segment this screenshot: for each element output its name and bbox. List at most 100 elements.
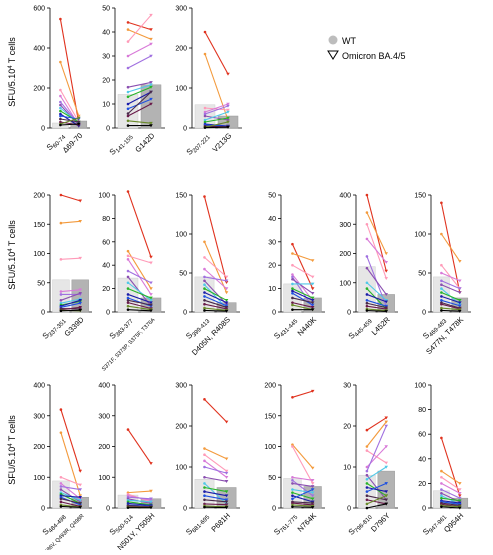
donor-point-wt <box>291 497 294 500</box>
donor-point-wt <box>440 482 443 485</box>
donor-point-wt <box>60 501 63 504</box>
donor-point-wt <box>59 89 62 92</box>
donor-point-omicron <box>458 280 462 283</box>
panels: 0200400600S60-74Δ69-7001020304050S141-15… <box>27 6 471 551</box>
donor-point-wt <box>127 96 130 99</box>
y-tick-label: 50 <box>37 280 45 287</box>
y-tick-label: 0 <box>347 310 351 317</box>
x-label-wt: S207-221 <box>185 131 213 159</box>
donor-point-wt <box>204 107 207 110</box>
donor-point-omicron <box>384 261 388 264</box>
donor-line <box>128 491 151 493</box>
legend-wt-marker <box>329 36 338 45</box>
donor-point-wt <box>60 194 63 197</box>
donor-line <box>441 310 459 311</box>
donor-point-omicron <box>78 484 82 487</box>
donor-point-omicron <box>384 277 388 280</box>
donor-point-wt <box>291 494 294 497</box>
donor-point-wt <box>366 507 369 510</box>
donor-point-wt <box>440 437 443 440</box>
y-tick-label: 400 <box>33 46 45 53</box>
donor-point-wt <box>127 293 130 296</box>
y-tick-label: 300 <box>175 6 187 13</box>
donor-point-omicron <box>311 292 315 295</box>
x-label-wt: S431-445 <box>272 315 300 343</box>
donor-point-wt <box>203 307 206 310</box>
y-tick-label: 80 <box>418 407 426 414</box>
donor-line <box>367 418 386 430</box>
donor-point-wt <box>440 494 443 497</box>
donor-line <box>205 32 228 74</box>
donor-point-wt <box>127 112 130 115</box>
donor-point-omicron <box>311 287 315 290</box>
donor-point-omicron <box>384 425 388 428</box>
y-tick-label: 50 <box>179 271 187 278</box>
donor-point-wt <box>440 202 443 205</box>
donor-point-wt <box>291 476 294 479</box>
donor-point-wt <box>59 104 62 107</box>
donor-point-wt <box>127 301 130 304</box>
donor-point-wt <box>127 506 130 509</box>
y-tick-label: 100 <box>175 86 187 93</box>
donor-point-wt <box>203 486 206 489</box>
donor-point-wt <box>440 309 443 312</box>
donor-point-wt <box>366 267 369 270</box>
donor-point-wt <box>127 55 130 58</box>
donor-point-wt <box>440 488 443 491</box>
donor-point-wt <box>60 482 63 485</box>
y-tick-label: 40 <box>268 216 276 223</box>
y-tick-label: 0 <box>41 126 45 133</box>
y-tick-label: 200 <box>33 444 45 451</box>
donor-line <box>128 191 151 257</box>
y-tick-label: 0 <box>422 506 426 513</box>
donor-point-omicron <box>311 276 315 279</box>
y-tick-label: 40 <box>102 30 110 37</box>
donor-point-omicron <box>458 291 462 294</box>
donor-point-wt <box>203 276 206 279</box>
donor-point-wt <box>291 491 294 494</box>
donor-point-wt <box>127 305 130 308</box>
donor-point-omicron <box>149 462 153 465</box>
y-tick-label: 50 <box>268 475 276 482</box>
donor-point-omicron <box>384 270 388 273</box>
y-tick-label: 60 <box>102 239 110 246</box>
y-tick-label: 200 <box>98 444 110 451</box>
x-label-wt: S141-155 <box>108 131 136 159</box>
donor-line <box>61 195 80 201</box>
donor-point-wt <box>127 40 130 43</box>
donor-point-wt <box>59 61 62 64</box>
donor-point-wt <box>127 190 130 193</box>
y-tick-label: 0 <box>41 506 45 513</box>
donor-point-wt <box>366 305 369 308</box>
y-tick-label: 20 <box>102 78 110 85</box>
donor-point-wt <box>127 258 130 261</box>
x-label-wt: S445-459 <box>347 315 375 343</box>
donor-point-wt <box>60 299 63 302</box>
donor-point-wt <box>203 447 206 450</box>
donor-point-wt <box>440 280 443 283</box>
donor-point-omicron <box>149 38 153 41</box>
x-label-wt: S761-775 <box>272 511 300 539</box>
donor-point-wt <box>203 482 206 485</box>
donor-point-wt <box>440 291 443 294</box>
legend: WT Omicron BA.4/5 <box>328 36 406 62</box>
donor-line <box>128 256 151 263</box>
donor-line <box>292 254 312 261</box>
donor-point-wt <box>204 53 207 56</box>
y-tick-label: 40 <box>418 456 426 463</box>
donor-point-wt <box>59 124 62 127</box>
donor-point-wt <box>127 120 130 123</box>
donor-point-wt <box>291 396 294 399</box>
donor-point-wt <box>440 470 443 473</box>
legend-wt-label: WT <box>342 36 356 46</box>
donor-point-omicron <box>78 470 82 473</box>
donor-point-wt <box>203 506 206 509</box>
donor-point-wt <box>366 474 369 477</box>
donor-point-wt <box>440 505 443 508</box>
y-tick-label: 0 <box>106 310 110 317</box>
donor-point-omicron <box>458 260 462 263</box>
